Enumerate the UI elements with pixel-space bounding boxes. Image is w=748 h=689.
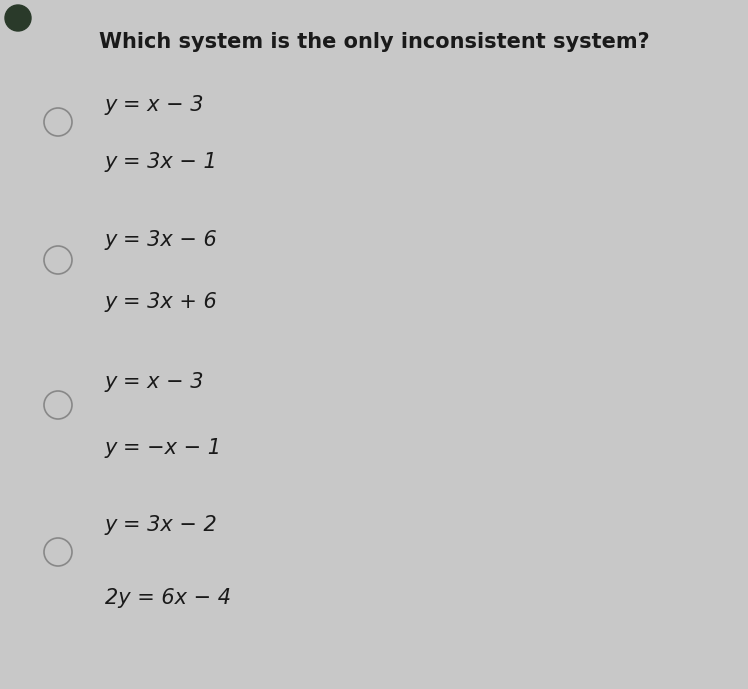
Text: y = 3x + 6: y = 3x + 6: [105, 292, 218, 312]
Text: y = x − 3: y = x − 3: [105, 372, 204, 392]
Text: y = 3x − 1: y = 3x − 1: [105, 152, 218, 172]
Text: 2y = 6x − 4: 2y = 6x − 4: [105, 588, 231, 608]
Text: y = −x − 1: y = −x − 1: [105, 438, 222, 458]
Circle shape: [5, 5, 31, 31]
Text: y = 3x − 2: y = 3x − 2: [105, 515, 218, 535]
Text: y = x − 3: y = x − 3: [105, 95, 204, 115]
Text: y = 3x − 6: y = 3x − 6: [105, 230, 218, 250]
Text: Which system is the only inconsistent system?: Which system is the only inconsistent sy…: [99, 32, 649, 52]
